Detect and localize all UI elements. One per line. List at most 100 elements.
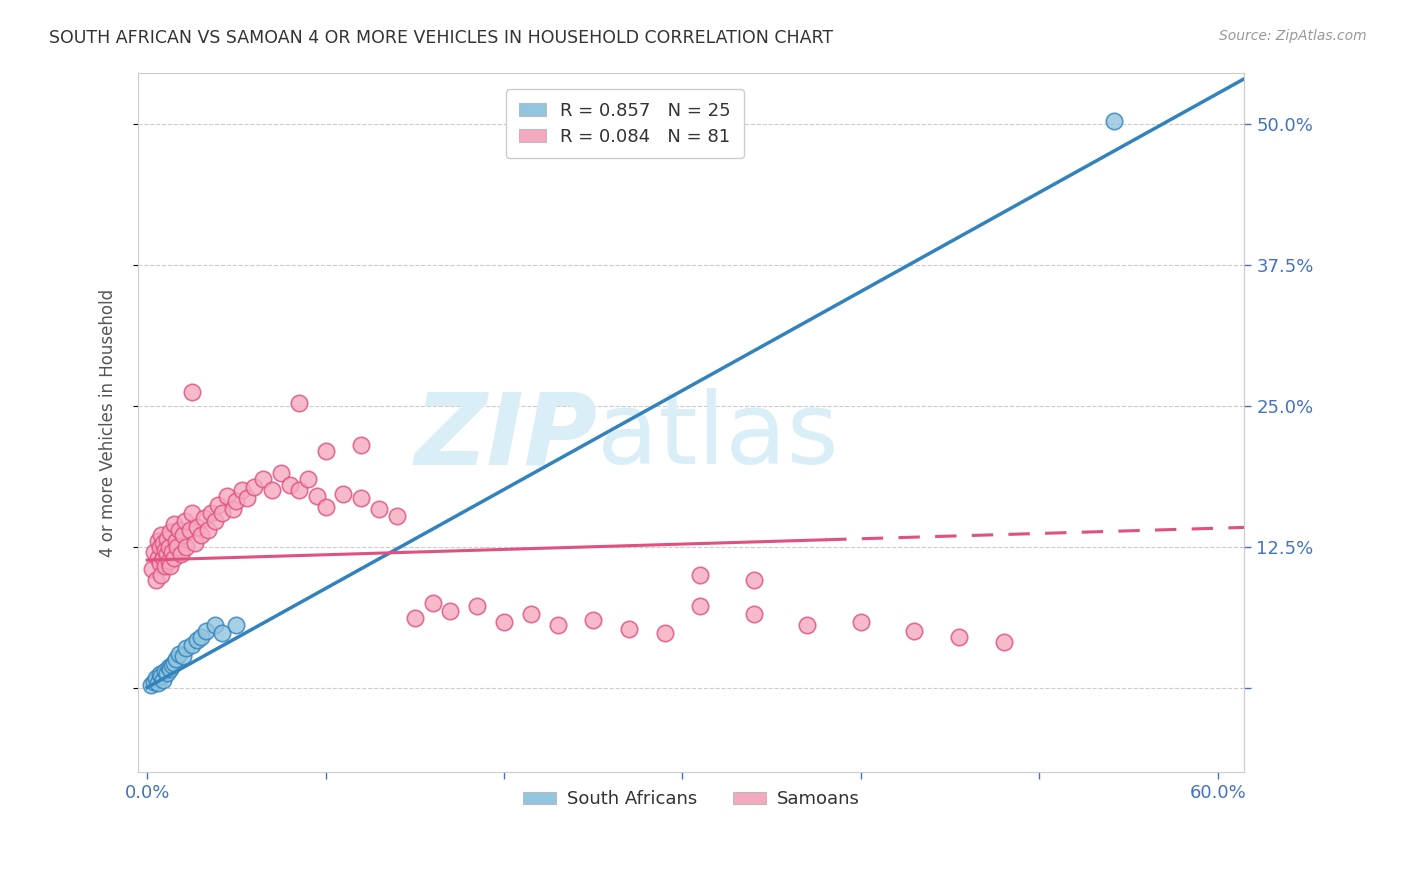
Point (172, 648, 194, 663)
Point (225, 618, 247, 632)
Point (948, 630, 970, 644)
Point (159, 663, 181, 677)
Point (186, 520, 208, 534)
Text: Source: ZipAtlas.com: Source: ZipAtlas.com (1219, 29, 1367, 44)
Point (160, 657, 183, 672)
Point (172, 528, 194, 542)
Point (195, 624, 218, 639)
Point (149, 667, 172, 681)
Point (350, 438, 373, 452)
Point (204, 514, 226, 528)
Point (145, 672, 167, 686)
Point (796, 618, 818, 632)
Point (742, 574, 765, 588)
Point (180, 506, 202, 520)
Point (153, 664, 176, 678)
Point (903, 624, 925, 639)
Point (159, 524, 181, 539)
Point (492, 615, 515, 629)
Point (163, 550, 186, 565)
Point (150, 567, 173, 582)
Text: ZIP: ZIP (415, 388, 598, 485)
Point (315, 443, 337, 458)
Point (153, 543, 176, 558)
Point (288, 483, 311, 498)
Point (176, 540, 198, 554)
Point (152, 536, 174, 550)
Point (186, 633, 208, 648)
Point (157, 554, 180, 568)
Point (179, 523, 201, 537)
Point (167, 523, 190, 537)
Point (278, 477, 301, 491)
Point (157, 660, 180, 674)
Point (385, 509, 408, 524)
Text: atlas: atlas (598, 388, 839, 485)
Point (742, 607, 765, 622)
Point (176, 641, 198, 656)
Point (422, 596, 444, 610)
Point (156, 532, 179, 546)
Point (184, 536, 207, 550)
Point (141, 562, 163, 576)
Point (993, 635, 1015, 649)
Point (146, 676, 169, 690)
Point (617, 622, 640, 636)
Point (297, 472, 319, 486)
Point (166, 540, 188, 554)
Point (149, 557, 172, 571)
Point (180, 638, 202, 652)
Point (689, 599, 711, 614)
Point (404, 610, 426, 624)
Point (150, 528, 173, 542)
Point (163, 516, 186, 531)
Point (165, 533, 187, 548)
Point (197, 523, 219, 537)
Point (190, 630, 212, 644)
Point (146, 533, 169, 548)
Point (350, 491, 373, 505)
Point (332, 486, 354, 500)
Point (157, 540, 180, 554)
Point (519, 607, 541, 622)
Point (190, 528, 212, 542)
Point (204, 618, 226, 632)
Point (236, 491, 259, 505)
Point (217, 489, 239, 503)
Point (547, 618, 569, 632)
Point (160, 545, 183, 559)
Point (252, 472, 274, 486)
Point (180, 385, 202, 400)
Point (139, 678, 162, 692)
Point (150, 669, 173, 683)
Point (193, 511, 215, 525)
Point (153, 558, 176, 573)
Point (1102, 114, 1125, 128)
Point (654, 626, 676, 640)
Point (849, 615, 872, 629)
Point (167, 647, 190, 661)
Point (225, 494, 247, 508)
Legend: South Africans, Samoans: South Africans, Samoans (516, 783, 866, 815)
Point (582, 613, 605, 627)
Point (143, 674, 166, 689)
Point (200, 506, 222, 520)
Point (689, 567, 711, 582)
Point (465, 599, 488, 614)
Point (152, 673, 174, 687)
Point (145, 574, 167, 588)
Point (315, 500, 337, 514)
Point (243, 480, 266, 494)
Point (231, 483, 253, 498)
Point (146, 550, 169, 565)
Point (270, 467, 292, 481)
Point (170, 548, 193, 562)
Point (288, 396, 311, 410)
Point (173, 514, 195, 528)
Point (152, 550, 174, 565)
Y-axis label: 4 or more Vehicles in Household: 4 or more Vehicles in Household (100, 288, 117, 557)
Point (211, 626, 233, 640)
Point (159, 558, 181, 573)
Point (260, 483, 283, 498)
Point (368, 502, 391, 516)
